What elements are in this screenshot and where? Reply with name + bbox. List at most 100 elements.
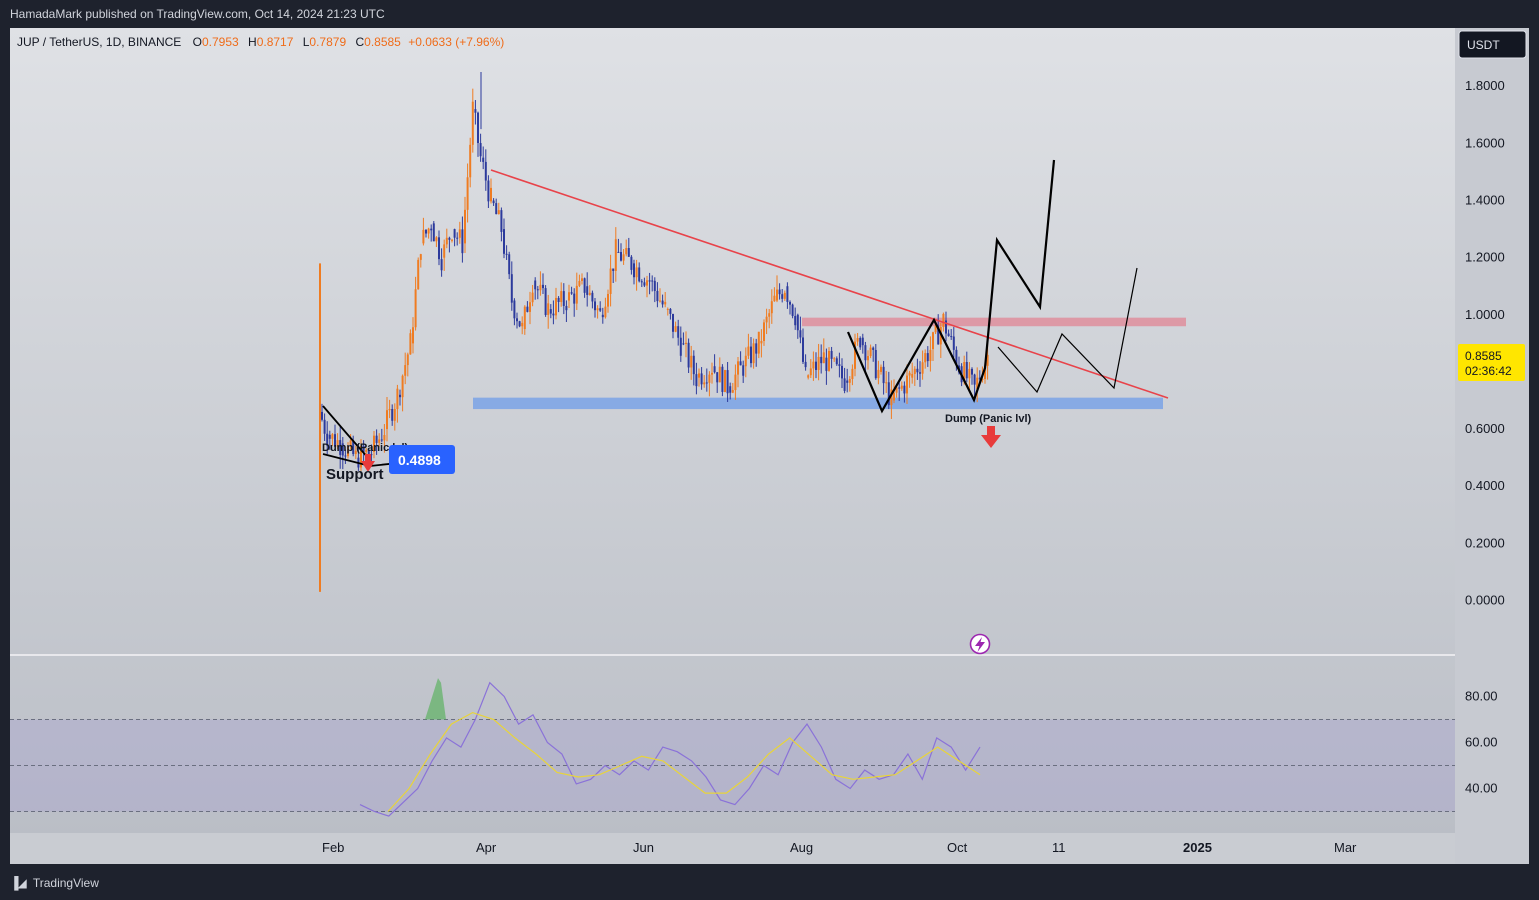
legend-h-label: H — [248, 35, 257, 49]
candle-body — [744, 355, 747, 367]
candle-body — [479, 143, 482, 157]
candle-body — [352, 440, 355, 455]
candle-body — [328, 434, 331, 439]
chart-canvas[interactable]: 1.8000 1.6000 1.4000 1.2000 1.0000 0.6000 0.40… — [10, 28, 1529, 864]
candle-body — [362, 445, 365, 453]
dump-panic-label-small: Dump (Panic lvl) — [322, 442, 409, 454]
candle-body — [963, 362, 966, 383]
candle-body — [820, 356, 823, 364]
time-tick-3: Aug — [790, 840, 813, 855]
candle-body — [604, 306, 607, 318]
support-label: Support — [326, 466, 384, 483]
candle-body — [765, 316, 768, 323]
candle-body — [682, 343, 685, 345]
candle-body — [968, 368, 971, 379]
chart-area[interactable]: 1.8000 1.6000 1.4000 1.2000 1.0000 0.6000 0.40… — [10, 28, 1529, 864]
candle-body — [861, 337, 864, 346]
candle-body — [594, 301, 596, 311]
candle-body — [880, 366, 882, 372]
candle-body — [573, 293, 576, 304]
candle-body — [724, 370, 726, 392]
candle-body — [612, 268, 615, 271]
candle-body — [685, 342, 687, 344]
lightning-icon[interactable] — [969, 633, 991, 655]
candle-body — [718, 366, 721, 383]
time-tick-2: Jun — [633, 840, 654, 855]
candle-body — [396, 388, 399, 409]
legend-open: 0.7953 — [202, 35, 239, 49]
candle-body — [698, 373, 700, 378]
candle-body — [518, 321, 521, 327]
candle-body — [464, 209, 466, 244]
price-tick-6: 0.4000 — [1465, 478, 1505, 493]
candle-body — [898, 387, 901, 389]
candle-body — [425, 229, 427, 234]
candle-body — [365, 449, 368, 453]
last-price-tag: 0.8585 02:36:42 — [1458, 344, 1525, 381]
zones — [473, 317, 1186, 410]
candle-body — [609, 268, 612, 294]
candle-body — [648, 280, 651, 282]
candle-body — [708, 374, 711, 383]
candle-body — [539, 284, 542, 291]
candle-body — [370, 454, 373, 456]
candle-body — [536, 289, 539, 291]
candle-body — [664, 301, 667, 305]
candle-body — [427, 228, 430, 234]
bar-countdown: 02:36:42 — [1465, 364, 1512, 378]
price-tick-1: 1.6000 — [1465, 135, 1505, 150]
candle-body — [924, 353, 927, 363]
candle-body — [978, 377, 981, 380]
candle-body — [846, 380, 849, 383]
legend-line[interactable]: JUP / TetherUS, 1D, BINANCE O0.7953 H0.8… — [17, 35, 504, 49]
candle-body — [734, 374, 737, 391]
candle-body — [867, 356, 869, 361]
rsi-line — [359, 681, 981, 817]
last-price: 0.8585 — [1465, 349, 1502, 363]
candle-body — [521, 322, 524, 327]
candle-body — [419, 254, 422, 260]
candle-body — [531, 292, 534, 303]
support-zone — [473, 397, 1163, 410]
candle-body — [828, 350, 830, 371]
candle-body — [952, 336, 955, 350]
price-tick-8: 0.0000 — [1465, 593, 1505, 608]
candle-body — [973, 374, 976, 385]
candle-body — [937, 325, 940, 345]
candle-body — [560, 291, 563, 302]
candle-body — [331, 434, 334, 439]
legend-symbol: JUP / TetherUS, 1D, BINANCE — [17, 35, 181, 49]
candle-body — [919, 372, 921, 374]
candle-body — [945, 320, 947, 334]
time-scale[interactable] — [10, 833, 1455, 864]
candle-body — [588, 292, 591, 295]
candle-body — [737, 361, 739, 375]
legend-o-label: O — [193, 35, 202, 49]
candle-body — [633, 263, 635, 278]
candle-body — [700, 373, 703, 385]
candle-body — [679, 337, 682, 356]
candle-body — [690, 355, 693, 368]
candle-body — [492, 200, 495, 204]
projection-bullish-path — [846, 159, 1056, 414]
candle-body — [529, 302, 531, 312]
candle-body — [562, 291, 565, 306]
candle-body — [926, 353, 929, 362]
candle-body — [323, 419, 326, 434]
price-scale[interactable] — [1455, 28, 1529, 864]
candle-body — [703, 382, 706, 385]
candle-body — [911, 373, 914, 378]
price-tick-3: 1.2000 — [1465, 250, 1505, 265]
candle-body — [625, 248, 628, 255]
currency-button[interactable]: USDT — [1458, 30, 1527, 59]
time-tick-7: Mar — [1334, 840, 1357, 855]
time-tick-4: Oct — [947, 840, 968, 855]
candle-body — [474, 109, 477, 113]
candle-body — [900, 385, 903, 389]
candle-body — [497, 210, 500, 215]
candle-body — [885, 382, 888, 384]
price-tick-0: 1.8000 — [1465, 78, 1505, 93]
candle-body — [838, 364, 841, 366]
candle-body — [347, 446, 349, 457]
candle-body — [809, 368, 812, 376]
